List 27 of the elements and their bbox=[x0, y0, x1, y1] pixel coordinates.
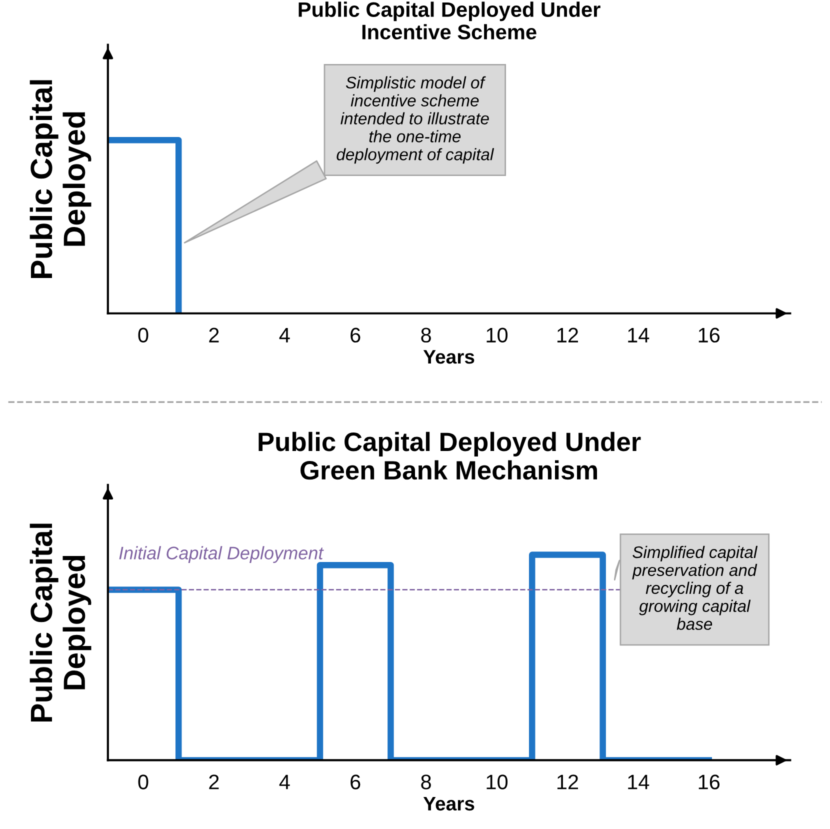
x-tick-label: 0 bbox=[138, 328, 148, 343]
x-tick-label: 6 bbox=[350, 774, 360, 790]
x-axis-title: Years bbox=[423, 350, 474, 364]
x-tick-label: 8 bbox=[421, 328, 431, 343]
x-tick-label: 16 bbox=[698, 774, 720, 790]
y-axis-title: Public Capital Deployed bbox=[30, 524, 92, 722]
x-tick-label: 12 bbox=[557, 328, 578, 342]
x-tick-label: 16 bbox=[698, 328, 720, 343]
x-tick-label: 8 bbox=[421, 774, 431, 790]
x-tick-label: 0 bbox=[138, 774, 148, 790]
chart-title: Public Capital Deployed Under Incentive Scheme bbox=[298, 2, 600, 40]
x-tick-label: 4 bbox=[279, 774, 290, 790]
x-tick-label: 10 bbox=[486, 774, 508, 790]
y-axis-title: Public Capital Deployed bbox=[30, 80, 92, 278]
x-tick-label: 10 bbox=[486, 328, 508, 343]
x-tick-label: 6 bbox=[350, 328, 360, 343]
x-tick-label: 2 bbox=[209, 774, 219, 790]
x-axis-title: Years bbox=[423, 796, 474, 811]
x-tick-label: 2 bbox=[209, 328, 219, 342]
x-tick-label: 14 bbox=[628, 774, 650, 790]
ref-line-label: Initial Capital Deployment bbox=[119, 546, 324, 564]
x-tick-label: 14 bbox=[628, 328, 650, 342]
x-tick-label: 12 bbox=[557, 774, 578, 790]
annotation: Simplified capital preservation and recycling of a growing capital base bbox=[632, 546, 758, 630]
annotation: Simplistic model of incentive scheme intended to illustrate the one-time deployment of capital bbox=[336, 76, 494, 164]
x-tick-label: 4 bbox=[279, 328, 290, 342]
chart-title: Public Capital Deployed Under Green Bank Mechanism bbox=[258, 432, 641, 480]
